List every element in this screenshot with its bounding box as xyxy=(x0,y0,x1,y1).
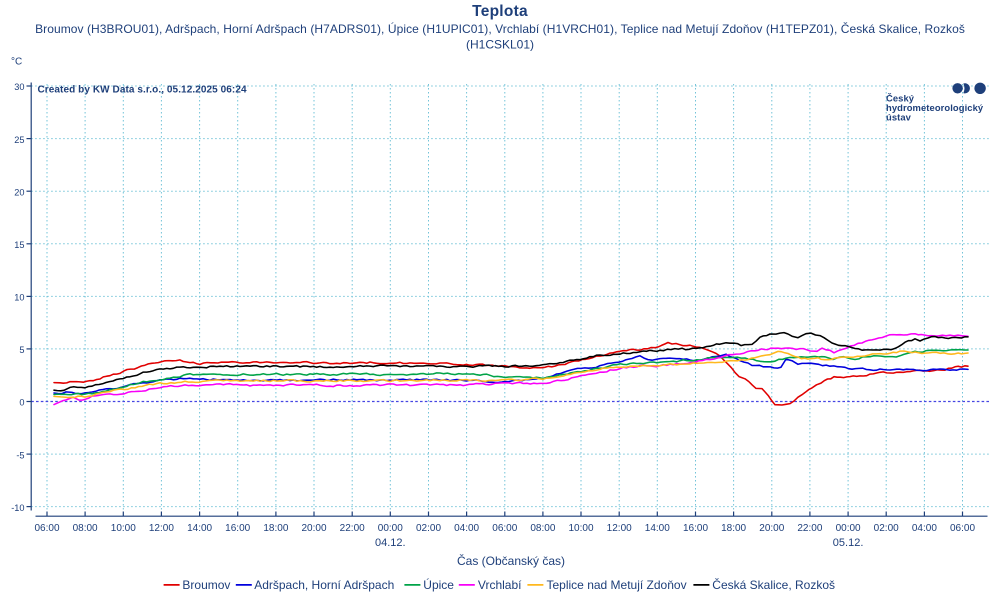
svg-text:10: 10 xyxy=(14,293,24,303)
svg-text:06:00: 06:00 xyxy=(34,523,59,534)
svg-text:06:00: 06:00 xyxy=(950,523,975,534)
svg-text:ústav: ústav xyxy=(886,111,912,122)
svg-text:14:00: 14:00 xyxy=(187,523,212,534)
svg-text:18:00: 18:00 xyxy=(263,523,288,534)
svg-text:Úpice: Úpice xyxy=(423,577,454,592)
svg-text:10:00: 10:00 xyxy=(111,523,136,534)
svg-text:04:00: 04:00 xyxy=(454,523,479,534)
svg-text:Česká Skalice, Rozkoš: Česká Skalice, Rozkoš xyxy=(712,577,835,592)
svg-text:Vrchlabí: Vrchlabí xyxy=(478,578,522,592)
svg-text:Čas (Občanský čas): Čas (Občanský čas) xyxy=(457,553,565,568)
svg-text:hydrometeorologický: hydrometeorologický xyxy=(886,102,984,113)
svg-text:Teplice nad Metují Zdoňov: Teplice nad Metují Zdoňov xyxy=(547,578,687,592)
svg-text:20: 20 xyxy=(14,187,24,197)
svg-text:14:00: 14:00 xyxy=(645,523,670,534)
svg-text:16:00: 16:00 xyxy=(683,523,708,534)
svg-text:05.12.: 05.12. xyxy=(833,537,864,549)
svg-text:08:00: 08:00 xyxy=(73,523,98,534)
svg-text:20:00: 20:00 xyxy=(759,523,784,534)
svg-text:00:00: 00:00 xyxy=(378,523,403,534)
svg-text:16:00: 16:00 xyxy=(225,523,250,534)
svg-text:22:00: 22:00 xyxy=(797,523,822,534)
svg-text:04.12.: 04.12. xyxy=(375,537,406,549)
svg-text:30: 30 xyxy=(14,82,24,92)
svg-text:25: 25 xyxy=(14,135,24,145)
svg-text:5: 5 xyxy=(19,345,24,355)
svg-text:Broumov: Broumov xyxy=(182,578,230,592)
svg-text:Created by KW Data s.r.o., 05.: Created by KW Data s.r.o., 05.12.2025 06… xyxy=(38,85,247,96)
svg-text:12:00: 12:00 xyxy=(149,523,174,534)
svg-text:22:00: 22:00 xyxy=(340,523,365,534)
svg-text:15: 15 xyxy=(14,240,24,250)
svg-text:Broumov (H3BROU01), Adršpach,: Broumov (H3BROU01), Adršpach, Horní Adrš… xyxy=(35,21,965,36)
svg-text:18:00: 18:00 xyxy=(721,523,746,534)
svg-text:Teplota: Teplota xyxy=(472,3,528,20)
svg-text:(H1CSKL01): (H1CSKL01) xyxy=(466,38,534,52)
svg-text:02:00: 02:00 xyxy=(874,523,899,534)
svg-text:0: 0 xyxy=(19,398,24,408)
svg-text:00:00: 00:00 xyxy=(836,523,861,534)
svg-text:04:00: 04:00 xyxy=(912,523,937,534)
svg-text:Adršpach, Horní Adršpach: Adršpach, Horní Adršpach xyxy=(254,578,394,592)
svg-text:02:00: 02:00 xyxy=(416,523,441,534)
svg-text:20:00: 20:00 xyxy=(301,523,326,534)
svg-text:-10: -10 xyxy=(11,503,24,513)
svg-text:06:00: 06:00 xyxy=(492,523,517,534)
svg-text:°C: °C xyxy=(11,57,22,68)
svg-text:-5: -5 xyxy=(16,450,24,460)
svg-text:10:00: 10:00 xyxy=(568,523,593,534)
svg-text:08:00: 08:00 xyxy=(530,523,555,534)
svg-text:12:00: 12:00 xyxy=(607,523,632,534)
svg-text:Český: Český xyxy=(886,92,915,103)
